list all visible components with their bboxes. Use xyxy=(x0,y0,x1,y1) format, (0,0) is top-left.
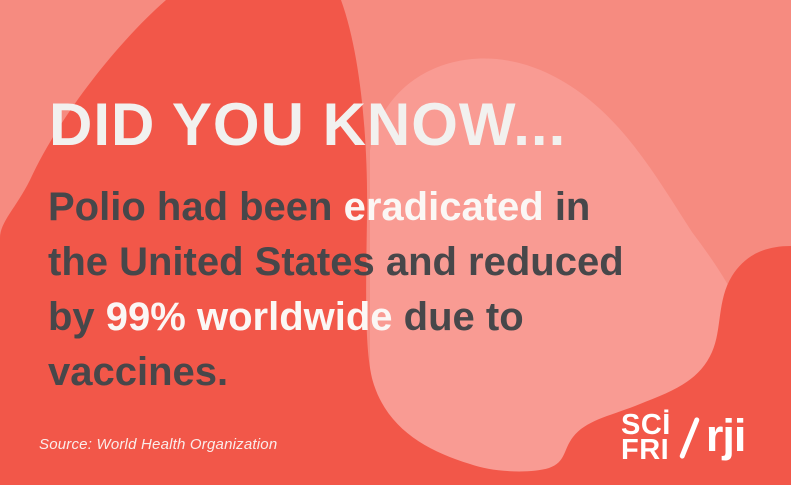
light-pink-blob xyxy=(370,58,746,481)
fact-text-line: Polio had been eradicated in xyxy=(48,180,624,235)
scifri-wordmark: SCİ FRI xyxy=(621,409,671,466)
fact-text-segment-dark: by xyxy=(48,295,106,339)
fact-text-segment-light: eradicated xyxy=(343,185,544,229)
headline: DID YOU KNOW... xyxy=(49,91,567,158)
fact-text-segment-light: 99% worldwide xyxy=(105,295,393,339)
fact-text-segment-dark: due to xyxy=(392,295,524,339)
scifri-rji-logo: SCİ FRI rji xyxy=(621,409,747,466)
rji-wordmark: rji xyxy=(705,409,747,461)
fact-text-segment-dark: vaccines. xyxy=(48,350,229,394)
scifri-line1: SCİ xyxy=(621,409,671,441)
fact-text-segment-dark: the United States and reduced xyxy=(48,240,624,284)
fact-text: Polio had been eradicated in the United S… xyxy=(48,180,624,400)
fact-text-segment-dark: in xyxy=(543,185,591,229)
fact-text-line: vaccines. xyxy=(48,345,624,400)
logo-slash-divider xyxy=(678,416,700,460)
scifri-line2: FRI xyxy=(621,434,670,466)
fact-text-line: by 99% worldwide due to xyxy=(48,290,624,345)
fact-text-line: the United States and reduced xyxy=(48,235,624,290)
source-attribution: Source: World Health Organization xyxy=(39,436,278,453)
fact-text-segment-dark: Polio had been xyxy=(48,185,344,229)
